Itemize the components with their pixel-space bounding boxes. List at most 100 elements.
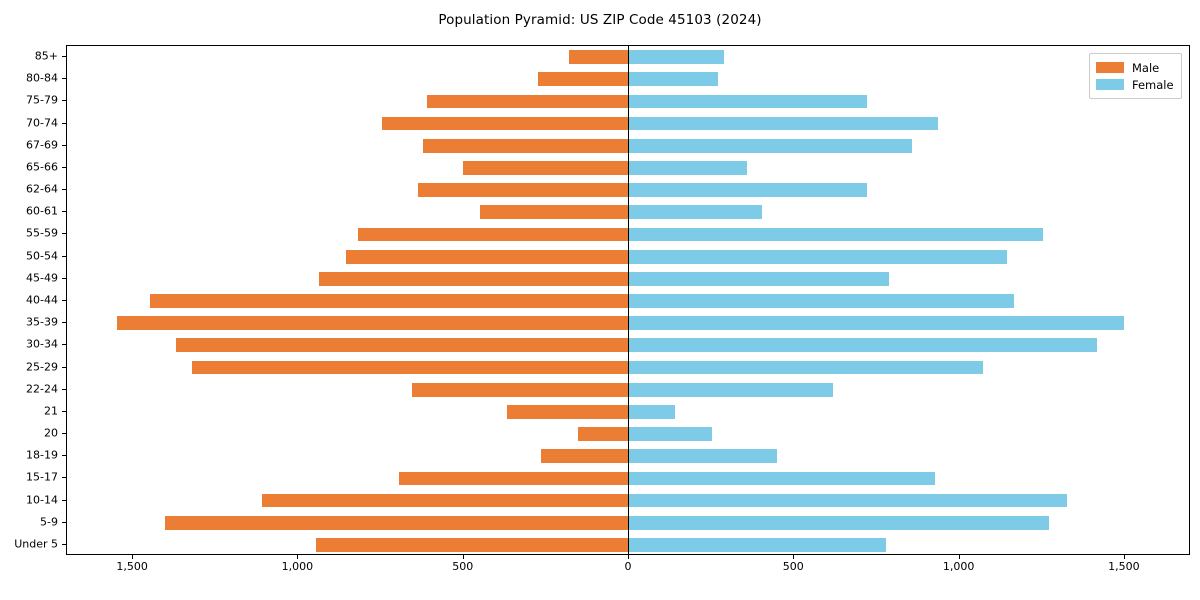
x-tick-mark (958, 555, 960, 559)
y-tick-label: 40-44 (26, 293, 58, 307)
x-tick-label: 1,000 (942, 560, 975, 573)
bar-female[interactable] (628, 72, 719, 87)
y-tick-label: 5-9 (40, 515, 58, 529)
bar-female[interactable] (628, 449, 777, 464)
x-tick-label: 1,500 (1108, 560, 1140, 573)
bar-male[interactable] (507, 404, 628, 419)
bar-row (67, 138, 1189, 153)
bar-row (67, 183, 1189, 197)
y-tick-label: 25-29 (26, 360, 58, 374)
y-tick-mark (62, 233, 66, 235)
y-tick-mark (62, 100, 66, 102)
bar-male[interactable] (423, 138, 628, 153)
bar-female[interactable] (628, 205, 762, 220)
y-tick-mark (62, 521, 66, 523)
bar-row (67, 404, 1189, 419)
bar-row (67, 116, 1189, 131)
chart-legend[interactable]: Male Female (1089, 53, 1182, 99)
bar-female[interactable] (628, 404, 675, 419)
bar-female[interactable] (628, 183, 867, 197)
bar-male[interactable] (261, 493, 628, 508)
y-tick-mark (62, 78, 66, 80)
bar-male[interactable] (568, 50, 628, 64)
bar-male[interactable] (175, 338, 628, 353)
legend-item-female[interactable]: Female (1096, 76, 1174, 93)
bar-row (67, 316, 1189, 331)
bar-female[interactable] (628, 360, 983, 375)
bar-female[interactable] (628, 427, 713, 441)
bar-female[interactable] (628, 227, 1044, 242)
y-tick-label: 67-69 (26, 138, 58, 152)
bar-female[interactable] (628, 138, 912, 153)
bar-female[interactable] (628, 316, 1124, 331)
y-tick-mark (62, 56, 66, 58)
legend-item-male[interactable]: Male (1096, 59, 1174, 76)
bar-female[interactable] (628, 294, 1015, 308)
x-tick-label: 500 (782, 560, 804, 573)
bar-female[interactable] (628, 50, 725, 64)
bar-female[interactable] (628, 249, 1007, 264)
bar-male[interactable] (479, 205, 628, 220)
bar-row (67, 449, 1189, 464)
bar-male[interactable] (192, 360, 628, 375)
bar-male[interactable] (538, 72, 628, 87)
bar-male[interactable] (577, 427, 628, 441)
bar-female[interactable] (628, 161, 747, 175)
bar-row (67, 493, 1189, 508)
bar-female[interactable] (628, 338, 1097, 353)
y-tick-label: 80-84 (26, 71, 58, 85)
plot-inner (67, 46, 1189, 554)
bar-male[interactable] (316, 538, 628, 552)
bar-female[interactable] (628, 382, 833, 397)
bar-male[interactable] (418, 183, 628, 197)
y-tick-label: 22-24 (26, 382, 58, 396)
bar-male[interactable] (149, 294, 628, 308)
bar-female[interactable] (628, 538, 887, 552)
y-tick-label: 10-14 (26, 493, 58, 507)
chart-title: Population Pyramid: US ZIP Code 45103 (2… (438, 12, 762, 28)
y-tick-mark (62, 144, 66, 146)
y-tick-label: 55-59 (26, 226, 58, 240)
bar-male[interactable] (358, 227, 628, 242)
bar-male[interactable] (540, 449, 628, 464)
x-tick-mark (1123, 555, 1125, 559)
y-tick-label: 35-39 (26, 315, 58, 329)
y-tick-mark (62, 410, 66, 412)
plot-area (66, 45, 1190, 555)
bar-male[interactable] (117, 316, 628, 331)
zero-axis-line (628, 46, 629, 554)
x-axis-ticks (66, 555, 1190, 559)
bar-male[interactable] (319, 271, 628, 286)
bar-female[interactable] (628, 493, 1067, 508)
bar-male[interactable] (399, 471, 628, 486)
bar-row (67, 538, 1189, 552)
y-tick-label: 15-17 (26, 470, 58, 484)
y-tick-label: 20 (44, 426, 58, 440)
y-tick-label: 85+ (34, 49, 58, 63)
bar-female[interactable] (628, 116, 938, 131)
x-tick-mark (297, 555, 299, 559)
bar-female[interactable] (628, 271, 890, 286)
bar-male[interactable] (463, 161, 628, 175)
y-tick-label: 50-54 (26, 249, 58, 263)
bar-male[interactable] (382, 116, 628, 131)
x-tick-mark (793, 555, 795, 559)
bar-male[interactable] (411, 382, 628, 397)
y-tick-mark (62, 543, 66, 545)
bar-row (67, 382, 1189, 397)
x-tick-label: 1,500 (116, 560, 148, 573)
bar-male[interactable] (345, 249, 628, 264)
y-tick-label: Under 5 (14, 537, 58, 551)
bar-female[interactable] (628, 471, 935, 486)
x-tick-mark (132, 555, 134, 559)
y-tick-label: 60-61 (26, 204, 58, 218)
bar-female[interactable] (628, 515, 1049, 530)
y-tick-label: 62-64 (26, 182, 58, 196)
bar-female[interactable] (628, 94, 867, 109)
y-tick-mark (62, 344, 66, 346)
bar-row (67, 271, 1189, 286)
x-tick-label: 0 (624, 560, 632, 573)
bar-male[interactable] (426, 94, 628, 109)
bar-male[interactable] (165, 515, 628, 530)
